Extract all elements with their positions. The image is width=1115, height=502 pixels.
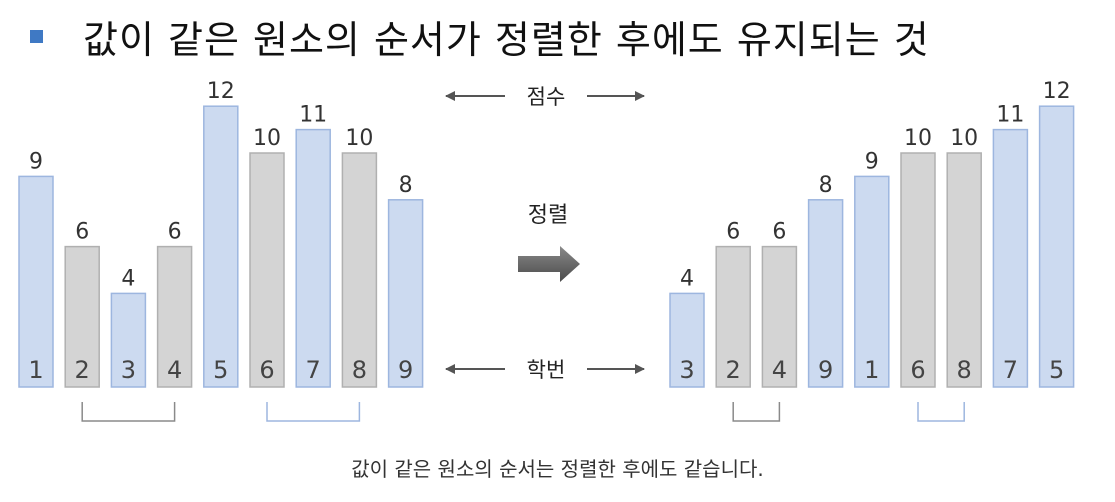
score-label-before-6: 10 xyxy=(253,126,281,151)
before-bars-group: 9 1 6 2 4 3 6 4 12 5 10 6 11 7 10 8 8 9 xyxy=(18,79,424,422)
bar-after-7 xyxy=(946,152,982,388)
score-label-after-9: 12 xyxy=(1043,79,1071,104)
score-label-before-3: 4 xyxy=(121,266,135,291)
id-label-before-3: 3 xyxy=(121,356,136,384)
bar-before-7 xyxy=(295,128,331,388)
sort-label: 정렬 xyxy=(528,203,568,228)
id-label-after-5: 1 xyxy=(864,356,879,384)
bar-before-2 xyxy=(64,245,100,388)
score-label-after-7: 10 xyxy=(950,126,978,151)
score-label-before-7: 11 xyxy=(299,103,327,128)
bar-after-8 xyxy=(992,128,1029,388)
id-label: 학번 xyxy=(527,358,566,382)
center-labels: 점수 정렬 학번 xyxy=(445,85,645,382)
id-label-before-1: 1 xyxy=(28,356,43,384)
id-label-after-4: 9 xyxy=(818,356,833,384)
id-label-before-2: 2 xyxy=(75,356,90,384)
bracket-before-2 xyxy=(266,402,361,422)
bar-before-6 xyxy=(249,152,285,388)
score-label: 점수 xyxy=(527,85,566,109)
bar-after-5 xyxy=(854,175,890,388)
score-label-after-4: 8 xyxy=(819,173,833,198)
id-label-after-8: 7 xyxy=(1003,356,1018,384)
id-label-after-6: 6 xyxy=(910,356,925,384)
page-title: 값이 같은 원소의 순서가 정렬한 후에도 유지되는 것 xyxy=(83,17,930,62)
score-label-before-4: 6 xyxy=(168,220,182,245)
score-label-before-5: 12 xyxy=(207,79,235,104)
score-label-before-2: 6 xyxy=(75,220,89,245)
bullet-square-icon xyxy=(30,29,43,43)
id-label-before-4: 4 xyxy=(167,356,182,384)
id-label-after-7: 8 xyxy=(957,356,972,384)
id-label-before-5: 5 xyxy=(213,356,228,384)
id-label-before-7: 7 xyxy=(306,356,321,384)
id-label-after-3: 4 xyxy=(772,356,787,384)
score-label-after-3: 6 xyxy=(772,220,786,245)
bar-after-9 xyxy=(1038,105,1075,388)
bar-before-8 xyxy=(341,152,378,388)
score-label-after-6: 10 xyxy=(904,126,932,151)
after-bars-group: 4 3 6 2 6 4 8 9 9 1 10 6 10 8 11 7 12 5 xyxy=(669,79,1075,422)
bar-after-6 xyxy=(900,152,936,388)
bar-after-3 xyxy=(761,245,798,388)
title-row: 값이 같은 원소의 순서가 정렬한 후에도 유지되는 것 xyxy=(30,6,930,66)
caption: 값이 같은 원소의 순서는 정렬한 후에도 같습니다. xyxy=(351,457,764,481)
score-label-after-1: 4 xyxy=(680,266,694,291)
id-label-after-1: 3 xyxy=(679,356,694,384)
bar-before-5 xyxy=(203,105,239,388)
sort-arrow-icon xyxy=(518,246,580,282)
id-label-after-9: 5 xyxy=(1049,356,1064,384)
id-label-before-6: 6 xyxy=(259,356,274,384)
bracket-after-2 xyxy=(917,402,965,422)
bar-before-9 xyxy=(387,199,424,388)
score-label-before-1: 9 xyxy=(29,149,43,174)
bar-before-4 xyxy=(156,245,193,388)
id-label-before-8: 8 xyxy=(352,356,367,384)
score-label-after-5: 9 xyxy=(865,149,879,174)
score-label-after-8: 11 xyxy=(996,103,1024,128)
score-label-after-2: 6 xyxy=(726,220,740,245)
bracket-after-1 xyxy=(732,402,781,422)
bracket-before-1 xyxy=(81,402,176,422)
bar-after-2 xyxy=(715,245,751,388)
score-label-before-8: 10 xyxy=(345,126,373,151)
id-label-before-9: 9 xyxy=(398,356,413,384)
bar-before-1 xyxy=(18,175,54,388)
bar-before-3 xyxy=(110,292,147,388)
bar-after-4 xyxy=(807,199,844,388)
score-label-before-9: 8 xyxy=(399,173,413,198)
bar-after-1 xyxy=(669,292,705,388)
id-label-after-2: 2 xyxy=(726,356,741,384)
